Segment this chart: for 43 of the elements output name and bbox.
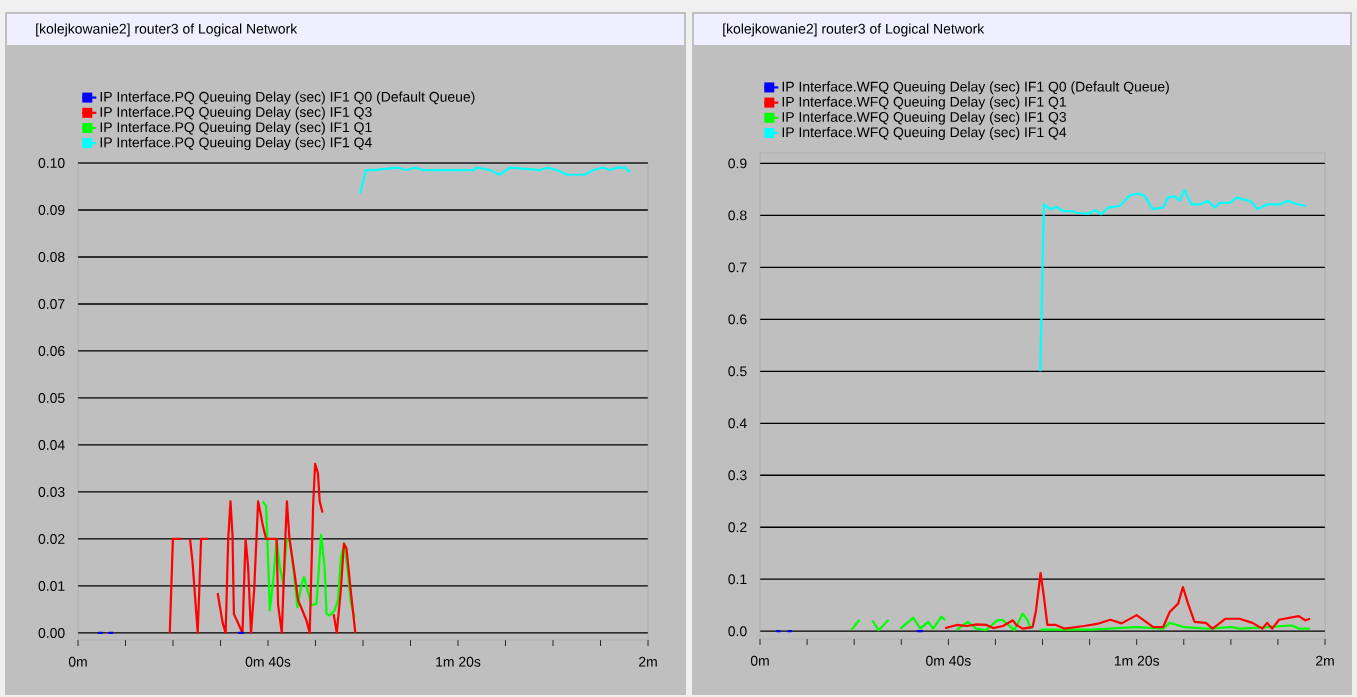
y-tick-label: 0.6 bbox=[728, 314, 747, 325]
legend-label: IP Interface.PQ Queuing Delay (sec) IF1 Q4 bbox=[100, 137, 372, 151]
y-tick-label: 0.4 bbox=[728, 418, 747, 429]
x-tick-label: 2m bbox=[1316, 655, 1334, 666]
x-tick-label: 1m 20s bbox=[436, 656, 481, 667]
y-tick-label: 0.07 bbox=[38, 299, 65, 309]
x-tick-label: 0m bbox=[68, 656, 87, 667]
legend-label: IP Interface.PQ Queuing Delay (sec) IF1 Q1 bbox=[100, 121, 372, 135]
y-tick-label: 0.08 bbox=[38, 252, 65, 262]
x-tick-label: 0m 40s bbox=[926, 655, 971, 666]
y-tick-label: 0.09 bbox=[38, 205, 65, 215]
y-tick-label: 0.04 bbox=[38, 440, 65, 450]
legend-label: IP Interface.PQ Queuing Delay (sec) IF1 Q0 (Default Queue) bbox=[100, 91, 475, 105]
y-tick-label: 0.03 bbox=[38, 487, 65, 497]
y-tick-label: 0.06 bbox=[38, 346, 65, 356]
legend-label: IP Interface.WFQ Queuing Delay (sec) IF1 Q0 (Default Queue) bbox=[782, 81, 1169, 95]
y-tick-label: 0.1 bbox=[728, 574, 747, 585]
legend-label: IP Interface.WFQ Queuing Delay (sec) IF1 Q4 bbox=[782, 126, 1067, 140]
x-tick-label: 1m 20s bbox=[1114, 655, 1160, 666]
chart-title: [kolejkowanie2] router3 of Logical Network bbox=[36, 23, 298, 37]
legend-label: IP Interface.WFQ Queuing Delay (sec) IF1 Q3 bbox=[782, 111, 1067, 125]
x-tick-label: 2m bbox=[639, 656, 657, 667]
y-tick-label: 0.00 bbox=[38, 628, 65, 638]
y-tick-label: 0.9 bbox=[728, 158, 747, 169]
y-tick-label: 0.3 bbox=[728, 470, 747, 481]
y-tick-label: 0.02 bbox=[38, 534, 65, 544]
x-tick-label: 0m bbox=[750, 655, 769, 666]
line-series bbox=[943, 571, 1312, 630]
y-tick-label: 0.5 bbox=[728, 366, 747, 377]
y-tick-label: 0.0 bbox=[728, 626, 747, 637]
y-tick-label: 0.01 bbox=[38, 581, 65, 591]
y-tick-label: 0.05 bbox=[38, 393, 65, 403]
line-series bbox=[359, 166, 632, 195]
line-series bbox=[261, 500, 356, 619]
y-tick-label: 0.8 bbox=[728, 210, 747, 221]
line-series bbox=[1039, 188, 1308, 373]
y-tick-label: 0.10 bbox=[38, 158, 65, 168]
y-tick-label: 0.7 bbox=[728, 262, 747, 273]
x-tick-label: 0m 40s bbox=[245, 656, 291, 667]
legend-label: IP Interface.PQ Queuing Delay (sec) IF1 Q3 bbox=[100, 106, 372, 120]
legend-label: IP Interface.WFQ Queuing Delay (sec) IF1 Q1 bbox=[782, 96, 1066, 110]
chart-title: [kolejkowanie2] router3 of Logical Network bbox=[723, 23, 985, 37]
y-tick-label: 0.2 bbox=[728, 522, 747, 533]
